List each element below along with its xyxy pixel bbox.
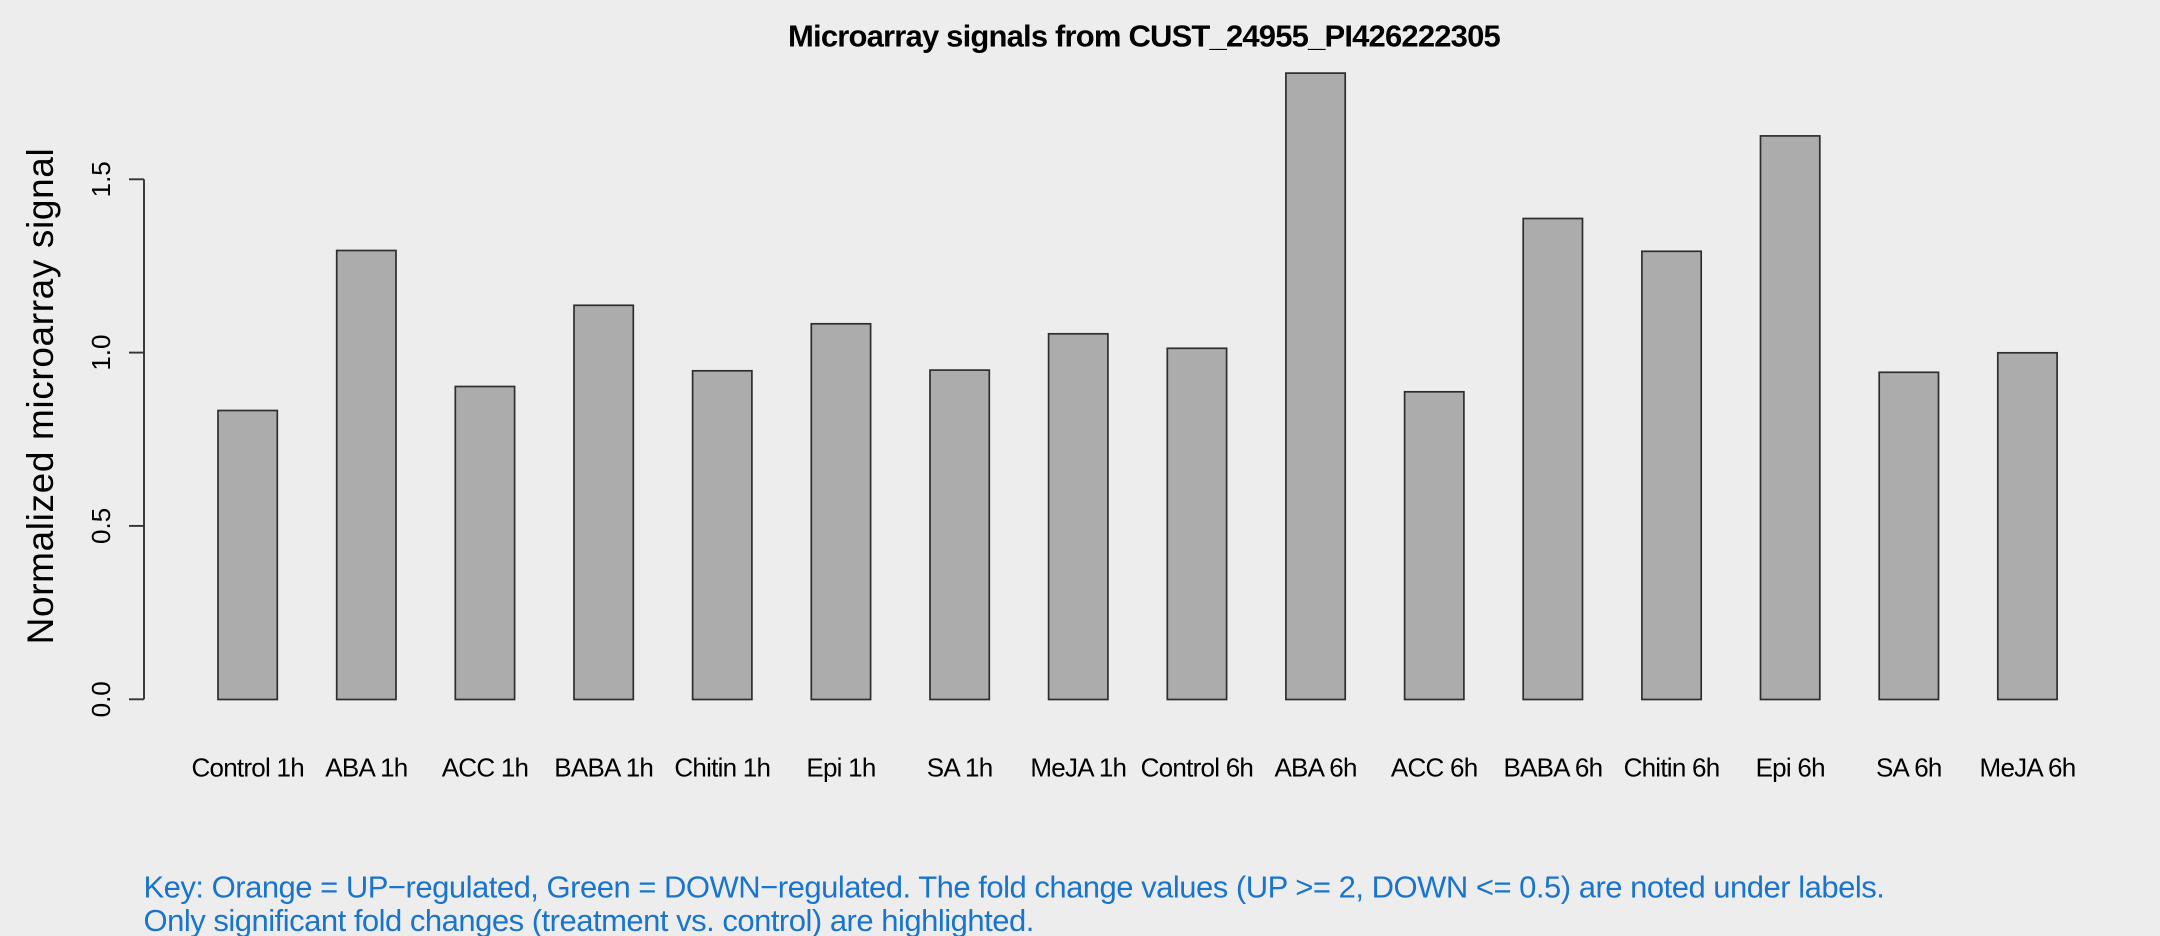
svg-text:Microarray signals from CUST_2: Microarray signals from CUST_24955_PI426… xyxy=(788,19,1500,54)
svg-text:Control 6h: Control 6h xyxy=(1141,753,1253,783)
svg-text:Normalized microarray signal: Normalized microarray signal xyxy=(20,148,61,645)
svg-text:1.5: 1.5 xyxy=(86,161,116,197)
svg-text:MeJA 1h: MeJA 1h xyxy=(1030,753,1126,783)
svg-text:SA 1h: SA 1h xyxy=(927,753,993,783)
svg-text:0.0: 0.0 xyxy=(86,681,116,717)
svg-text:SA 6h: SA 6h xyxy=(1876,753,1942,783)
svg-text:Only significant fold changes: Only significant fold changes (treatment… xyxy=(144,903,1034,936)
svg-text:BABA 1h: BABA 1h xyxy=(554,753,653,783)
svg-text:MeJA 6h: MeJA 6h xyxy=(1980,753,2076,783)
svg-text:1.0: 1.0 xyxy=(86,335,116,371)
svg-text:ACC 6h: ACC 6h xyxy=(1391,753,1478,783)
svg-text:ABA 1h: ABA 1h xyxy=(325,753,407,783)
svg-text:Key: Orange = UP−regulated, Gr: Key: Orange = UP−regulated, Green = DOWN… xyxy=(144,870,1885,905)
svg-text:0.5: 0.5 xyxy=(86,508,116,544)
svg-text:Control 1h: Control 1h xyxy=(191,753,303,783)
svg-text:ACC 1h: ACC 1h xyxy=(442,753,529,783)
svg-text:Epi 6h: Epi 6h xyxy=(1756,753,1825,783)
svg-text:ABA 6h: ABA 6h xyxy=(1274,753,1356,783)
svg-text:BABA 6h: BABA 6h xyxy=(1503,753,1602,783)
svg-text:Chitin 6h: Chitin 6h xyxy=(1624,753,1720,783)
svg-text:Epi 1h: Epi 1h xyxy=(806,753,875,783)
svg-text:Chitin 1h: Chitin 1h xyxy=(674,753,770,783)
